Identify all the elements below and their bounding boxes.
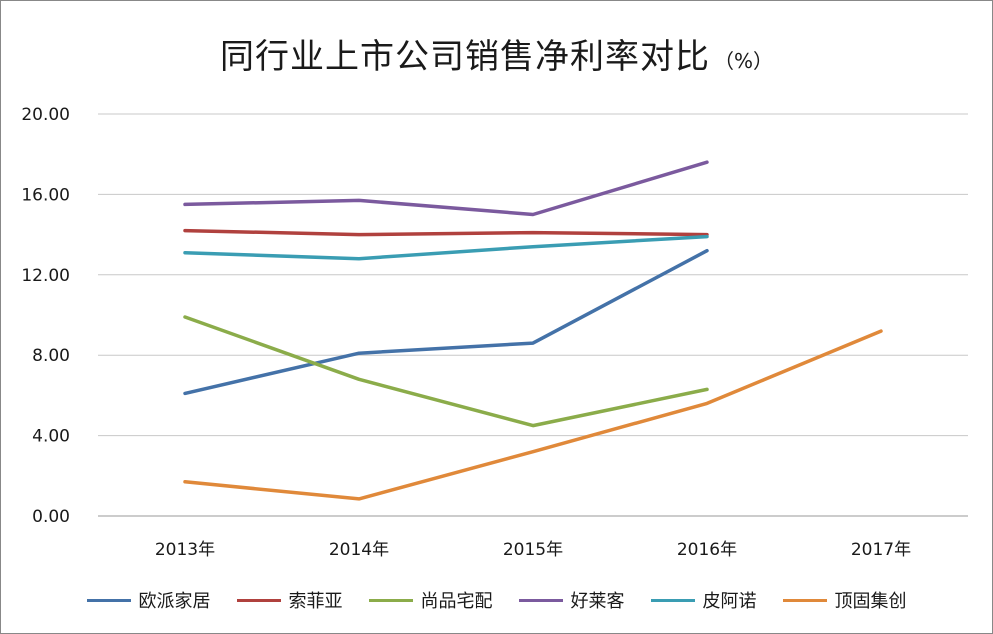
- legend-swatch: [782, 598, 827, 602]
- legend-item: 好莱客: [518, 587, 625, 613]
- legend-item: 欧派家居: [86, 587, 211, 613]
- series-line-3: [183, 315, 709, 428]
- chart-title-text: 同行业上市公司销售净利率对比: [219, 37, 710, 77]
- series-line-4: [183, 160, 709, 217]
- legend-item: 索菲亚: [236, 587, 343, 613]
- legend-label: 好莱客: [570, 591, 625, 612]
- series-line-2: [183, 228, 709, 237]
- series-line-6: [183, 329, 883, 501]
- legend-swatch: [650, 598, 695, 602]
- legend-label: 索菲亚: [288, 591, 343, 612]
- legend-swatch: [368, 598, 413, 602]
- x-tick-label: 2017年: [851, 540, 911, 560]
- legend-swatch: [236, 598, 281, 602]
- legend-label: 尚品宅配: [420, 591, 493, 612]
- y-tick-label: 0.00: [32, 507, 70, 527]
- y-tick-label: 16.00: [21, 185, 70, 205]
- legend-item: 顶固集创: [782, 587, 907, 613]
- legend-item: 尚品宅配: [368, 587, 493, 613]
- legend: 欧派家居 索菲亚 尚品宅配 好莱客 皮阿诺 顶固集创: [1, 587, 992, 613]
- legend-label: 顶固集创: [834, 591, 907, 612]
- legend-swatch: [518, 598, 563, 602]
- legend-item: 皮阿诺: [650, 587, 757, 613]
- x-tick-label: 2016年: [677, 540, 737, 560]
- chart-title: 同行业上市公司销售净利率对比 （%）: [1, 29, 992, 78]
- y-tick-label: 8.00: [32, 346, 70, 366]
- y-tick-label: 20.00: [21, 105, 70, 125]
- series-line-5: [183, 234, 709, 261]
- legend-swatch: [86, 598, 131, 602]
- chart-title-unit: （%）: [713, 49, 773, 73]
- x-tick-label: 2014年: [329, 540, 389, 560]
- legend-label: 欧派家居: [138, 591, 211, 612]
- series-line-1: [183, 248, 709, 396]
- legend-label: 皮阿诺: [702, 591, 757, 612]
- x-tick-label: 2015年: [503, 540, 563, 560]
- y-tick-label: 12.00: [21, 266, 70, 286]
- y-tick-label: 4.00: [32, 427, 70, 447]
- x-tick-label: 2013年: [155, 540, 215, 560]
